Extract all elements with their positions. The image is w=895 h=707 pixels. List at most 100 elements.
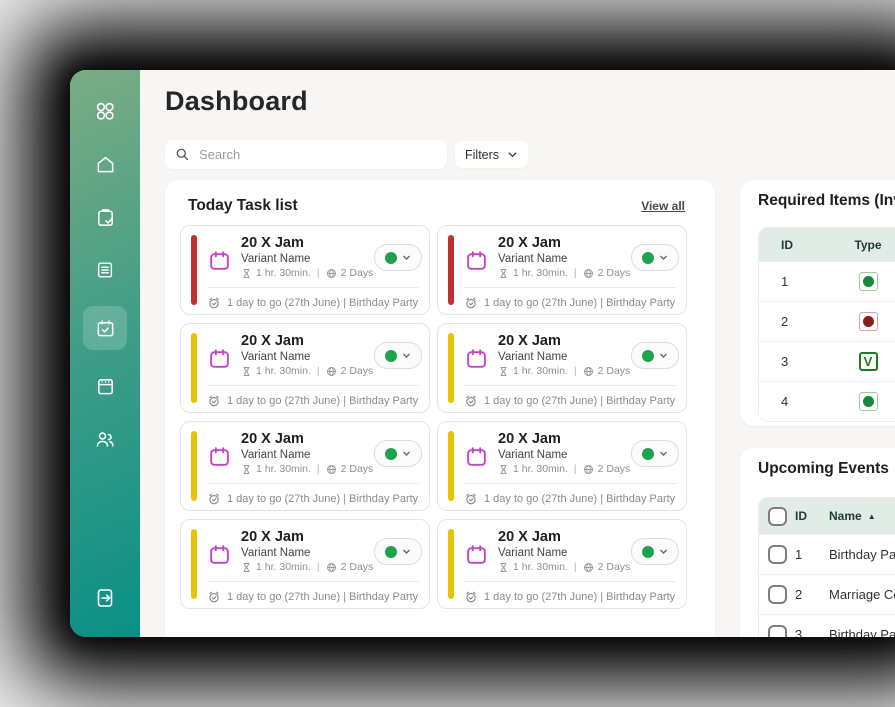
sidebar: [70, 70, 140, 637]
table-row[interactable]: 2: [759, 301, 895, 341]
task-variant: Variant Name: [498, 547, 568, 559]
sidebar-item-apps[interactable]: [83, 94, 127, 128]
sort-ascending-icon[interactable]: ▲: [867, 511, 876, 521]
task-duration: 1 hr. 30min.: [256, 267, 311, 279]
table-row[interactable]: 3 Birthday Party: [759, 614, 895, 637]
sidebar-item-notes[interactable]: [83, 253, 127, 287]
task-card[interactable]: 20 X Jam Variant Name 1 hr. 30min. | 2 D…: [180, 421, 430, 511]
alarm-icon: [466, 493, 476, 505]
sidebar-item-logout[interactable]: [83, 581, 127, 615]
event-calendar-icon: [208, 347, 231, 375]
task-deadline-row: 1 day to go (27th June) | Birthday Party: [464, 488, 680, 510]
task-card[interactable]: 20 X Jam Variant Name 1 hr. 30min. | 2 D…: [180, 225, 430, 315]
table-row[interactable]: 2 Marriage Ceremony: [759, 574, 895, 614]
status-dropdown[interactable]: [374, 244, 422, 271]
days-icon: [583, 366, 593, 376]
task-variant: Variant Name: [241, 547, 311, 559]
sidebar-item-calendar[interactable]: [83, 306, 127, 350]
upcoming-events-panel: Upcoming Events ID Name ▲ 1 Birthday Par…: [740, 448, 895, 637]
task-card[interactable]: 20 X Jam Variant Name 1 hr. 30min. | 2 D…: [437, 421, 687, 511]
item-id: 1: [781, 274, 789, 289]
days-icon: [326, 562, 336, 572]
required-items-rows: 1 2 3 4: [759, 261, 895, 421]
alarm-icon: [466, 591, 476, 603]
status-dropdown[interactable]: [374, 342, 422, 369]
status-dot-icon: [642, 349, 654, 362]
priority-bar-icon: [191, 529, 197, 599]
calendar-check-icon: [97, 319, 113, 336]
task-deadline-row: 1 day to go (27th June) | Birthday Party: [464, 390, 680, 412]
table-row[interactable]: 1: [759, 261, 895, 301]
duration-icon: [500, 268, 507, 278]
sidebar-item-inventory[interactable]: [83, 369, 127, 403]
duration-icon: [243, 464, 250, 474]
view-all-link[interactable]: View all: [641, 199, 685, 213]
search-bar[interactable]: [165, 140, 447, 169]
table-row[interactable]: 4: [759, 381, 895, 421]
row-checkbox[interactable]: [767, 625, 787, 637]
task-variant: Variant Name: [498, 449, 568, 461]
task-title: 20 X Jam: [498, 235, 561, 251]
task-card[interactable]: 20 X Jam Variant Name 1 hr. 30min. | 2 D…: [437, 323, 687, 413]
main-content: Dashboard Filters Today Task list View a…: [140, 70, 895, 637]
sidebar-item-customers[interactable]: [83, 422, 127, 456]
task-title: 20 X Jam: [241, 235, 304, 251]
status-dropdown[interactable]: [631, 440, 679, 467]
alarm-icon: [209, 297, 219, 309]
task-card[interactable]: 20 X Jam Variant Name 1 hr. 30min. | 2 D…: [437, 225, 687, 315]
duration-icon: [500, 562, 507, 572]
task-card[interactable]: 20 X Jam Variant Name 1 hr. 30min. | 2 D…: [437, 519, 687, 609]
apps-grid-icon: [96, 102, 114, 120]
task-duration: 1 hr. 30min.: [513, 463, 568, 475]
chevron-down-icon: [403, 549, 410, 554]
table-row[interactable]: 1 Birthday Party: [759, 534, 895, 574]
item-id: 2: [781, 314, 789, 329]
meta-separator: |: [316, 463, 320, 475]
task-duration: 1 hr. 30min.: [256, 463, 311, 475]
row-checkbox[interactable]: [767, 585, 787, 604]
event-calendar-icon: [208, 543, 231, 571]
alarm-icon: [466, 297, 476, 309]
priority-bar-icon: [191, 235, 197, 305]
card-divider: [464, 287, 676, 288]
status-dot-icon: [642, 251, 654, 264]
card-divider: [207, 581, 419, 582]
meta-separator: |: [316, 365, 320, 377]
sidebar-item-orders[interactable]: [83, 200, 127, 234]
upcoming-events-table: ID Name ▲ 1 Birthday Party 2 Marriage Ce…: [758, 497, 895, 637]
days-icon: [326, 366, 336, 376]
priority-bar-icon: [448, 431, 454, 501]
task-panel-title: Today Task list: [188, 197, 298, 214]
sidebar-item-home[interactable]: [83, 147, 127, 181]
status-dropdown[interactable]: [631, 342, 679, 369]
task-deadline: 1 day to go (27th June) | Birthday Party: [484, 591, 676, 603]
clipboard-check-icon: [97, 208, 113, 226]
status-dropdown[interactable]: [374, 538, 422, 565]
table-header: ID Type: [759, 228, 895, 261]
status-dropdown[interactable]: [374, 440, 422, 467]
priority-bar-icon: [191, 333, 197, 403]
task-variant: Variant Name: [498, 253, 568, 265]
task-title: 20 X Jam: [498, 333, 561, 349]
alarm-icon: [466, 395, 476, 407]
page-title: Dashboard: [165, 86, 308, 116]
task-days: 2 Days: [597, 463, 631, 475]
status-dot-icon: [642, 447, 654, 460]
task-title: 20 X Jam: [241, 431, 304, 447]
duration-icon: [243, 268, 250, 278]
nonveg-mark-icon: [858, 312, 878, 331]
task-variant: Variant Name: [241, 253, 311, 265]
task-card[interactable]: 20 X Jam Variant Name 1 hr. 30min. | 2 D…: [180, 519, 430, 609]
task-deadline-row: 1 day to go (27th June) | Birthday Party: [464, 586, 680, 608]
task-card[interactable]: 20 X Jam Variant Name 1 hr. 30min. | 2 D…: [180, 323, 430, 413]
task-days: 2 Days: [597, 267, 631, 279]
task-title: 20 X Jam: [498, 431, 561, 447]
status-dropdown[interactable]: [631, 244, 679, 271]
select-all-checkbox[interactable]: [767, 506, 787, 526]
status-dropdown[interactable]: [631, 538, 679, 565]
chevron-down-icon: [403, 353, 410, 358]
table-row[interactable]: 3: [759, 341, 895, 381]
search-input[interactable]: [197, 146, 437, 163]
row-checkbox[interactable]: [767, 545, 787, 564]
filters-button[interactable]: Filters: [455, 141, 529, 168]
